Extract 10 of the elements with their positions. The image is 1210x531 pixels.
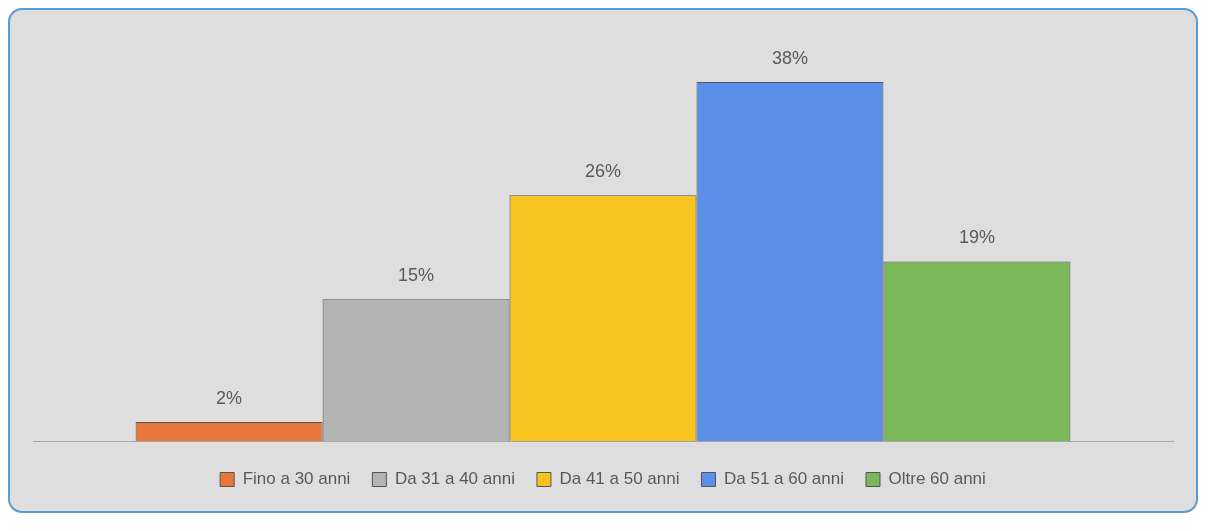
legend-label: Da 31 a 40 anni xyxy=(394,469,515,489)
data-label: 38% xyxy=(771,47,808,68)
data-label: 19% xyxy=(958,227,995,248)
legend-label: Fino a 30 anni xyxy=(242,469,351,489)
legend-label: Da 51 a 60 anni xyxy=(723,469,845,489)
legend-label: Oltre 60 anni xyxy=(888,469,986,489)
legend-label: Da 41 a 50 anni xyxy=(559,469,680,489)
data-label: 15% xyxy=(398,265,435,286)
data-label: 2% xyxy=(216,388,243,409)
data-label: 26% xyxy=(584,161,622,182)
